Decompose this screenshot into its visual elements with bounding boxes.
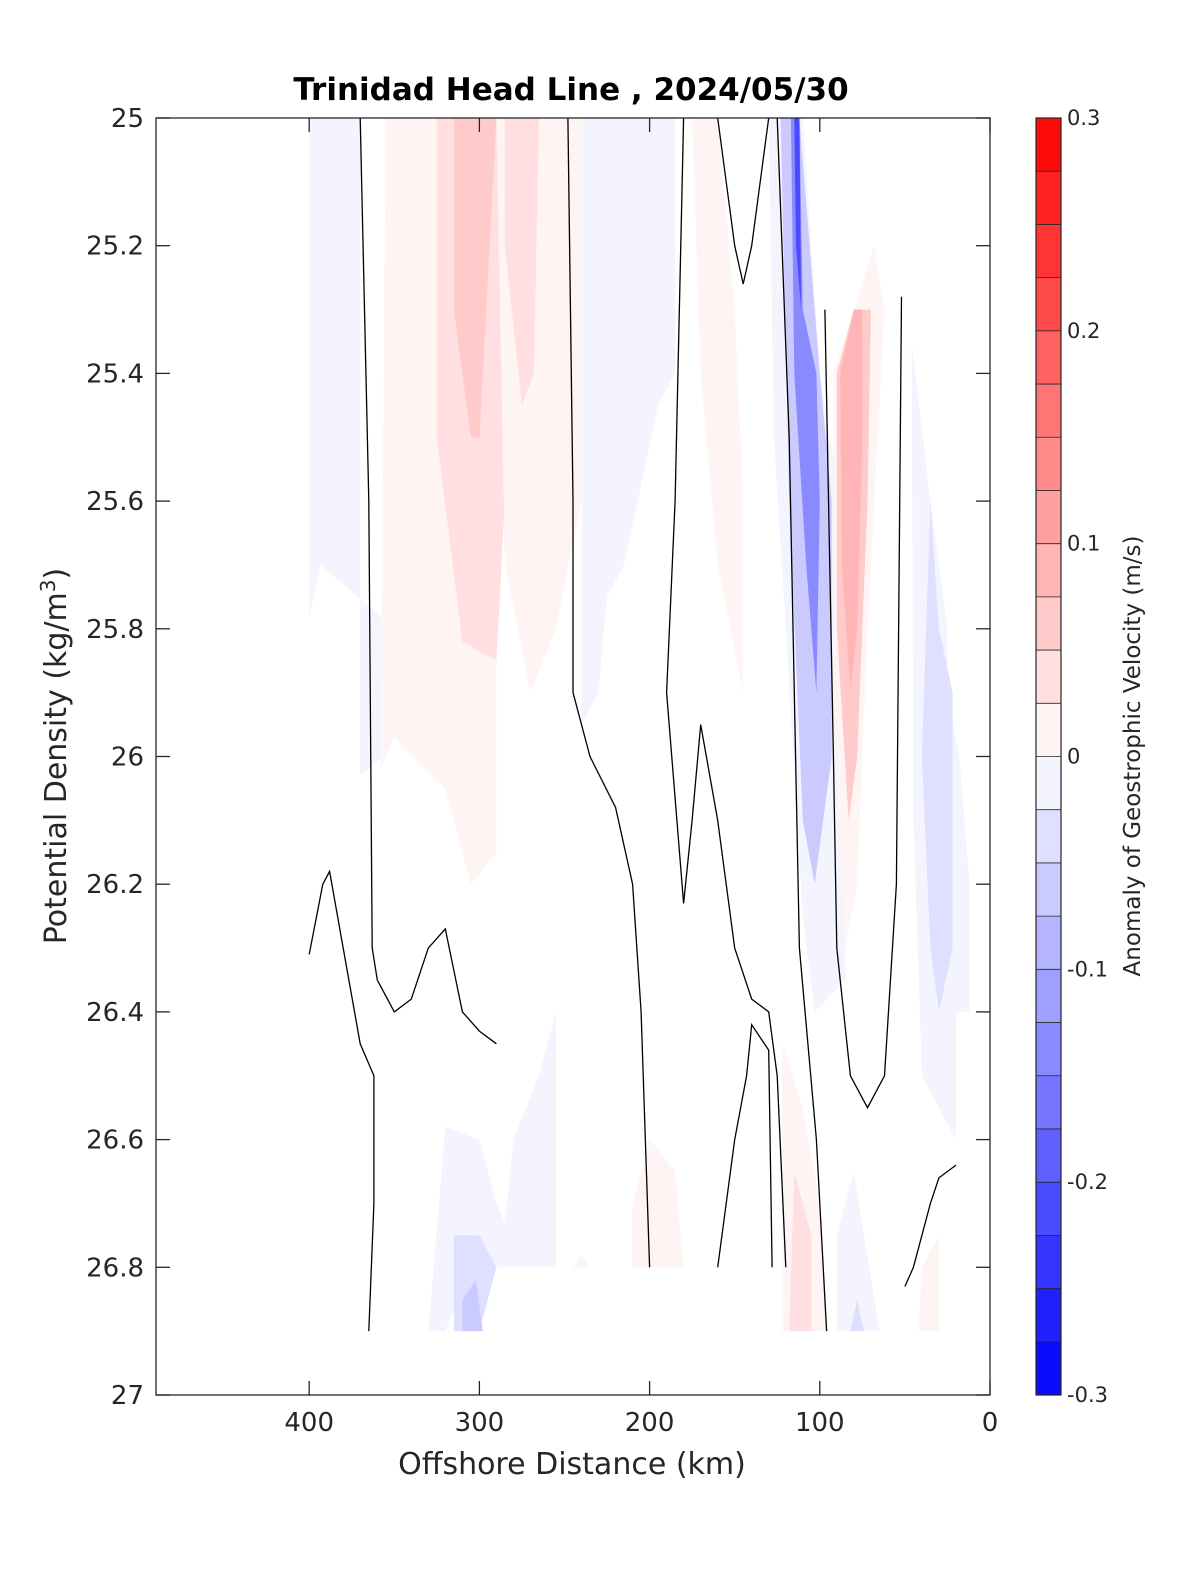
zero-contour-line-4 [717, 117, 770, 285]
colorbar-segment-6 [1036, 437, 1061, 491]
x-tick-label-4: 0 [982, 1408, 999, 1438]
x-tick-label-2: 200 [625, 1408, 675, 1438]
velocity-region-pos-14 [840, 309, 863, 693]
colorbar-segment-20 [1036, 1182, 1061, 1236]
colorbar-tick-label-5: -0.2 [1067, 1170, 1108, 1194]
zero-contour-line-8 [904, 1164, 957, 1287]
velocity-region-neg-11 [794, 118, 802, 310]
velocity-region-pos-21 [573, 1254, 590, 1268]
colorbar-segment-16 [1036, 969, 1061, 1024]
velocity-region-neg-25 [850, 1299, 864, 1332]
chart-title: Trinidad Head Line , 2024/05/30 [293, 72, 848, 108]
colorbar [1035, 117, 1062, 1396]
colorbar-segment-0 [1036, 118, 1061, 172]
velocity-region-pos-26 [918, 1235, 939, 1332]
colorbar-segment-8 [1036, 543, 1061, 598]
zero-contour-line-1 [308, 869, 375, 1332]
x-tick-label-1: 300 [455, 1408, 505, 1438]
x-tick-label-3: 100 [795, 1408, 845, 1438]
colorbar-tick-label-4: -0.1 [1067, 957, 1108, 981]
colorbar-segment-11 [1036, 703, 1061, 757]
zero-contour-line-2 [567, 117, 651, 1268]
velocity-contour-fill [309, 118, 970, 1332]
colorbar-ticks: 0.3 0.2 0.1 0 -0.1 -0.2 -0.3 [1067, 106, 1108, 1407]
y-tick-label-2: 25.4 [86, 359, 144, 389]
y-axis-label: Potential Density (kg/m3) [36, 568, 74, 944]
zero-contour-line-7 [824, 296, 903, 1110]
colorbar-label: Anomaly of Geostrophic Velocity (m/s) [1120, 536, 1146, 977]
y-axis-ticks: 25 25.2 25.4 25.6 25.8 26 26.2 26.4 26.6 26.8 27 [86, 104, 990, 1411]
zero-contour-line-3 [665, 117, 787, 1268]
velocity-region-neg-6 [581, 118, 676, 725]
y-axis-label-main: Potential Density (kg/m [39, 592, 74, 944]
zero-contour-line-0 [359, 117, 497, 1045]
colorbar-segment-23 [1036, 1341, 1061, 1396]
velocity-region-pos-3 [453, 118, 497, 438]
colorbar-tick-label-6: -0.3 [1067, 1383, 1108, 1407]
colorbar-segment-5 [1036, 384, 1061, 438]
velocity-region-pos-20 [632, 1139, 684, 1268]
colorbar-tick-label-1: 0.2 [1067, 319, 1100, 343]
x-tick-label-0: 400 [284, 1408, 334, 1438]
colorbar-segment-18 [1036, 1075, 1061, 1130]
y-tick-label-7: 26.4 [86, 998, 144, 1028]
colorbar-segment-10 [1036, 650, 1061, 704]
y-tick-label-9: 26.8 [86, 1253, 144, 1283]
colorbar-segment-19 [1036, 1128, 1061, 1183]
y-tick-label-5: 26 [111, 743, 144, 773]
colorbar-segment-17 [1036, 1022, 1061, 1077]
zero-contour-lines [308, 117, 957, 1332]
velocity-region-neg-19 [462, 1280, 483, 1332]
velocity-region-neg-0 [309, 118, 395, 776]
y-tick-label-8: 26.6 [86, 1126, 144, 1156]
colorbar-segment-13 [1036, 809, 1061, 864]
colorbar-tick-label-0: 0.3 [1067, 106, 1100, 130]
colorbar-segment-7 [1036, 490, 1061, 545]
colorbar-segment-9 [1036, 596, 1061, 651]
velocity-region-pos-5 [504, 118, 539, 406]
colorbar-segment-22 [1036, 1288, 1061, 1343]
colorbar-segment-12 [1036, 756, 1061, 811]
colorbar-segment-3 [1036, 277, 1061, 332]
colorbar-segment-2 [1036, 224, 1061, 279]
y-axis-label-superscript: 3 [36, 579, 60, 592]
colorbar-segment-15 [1036, 916, 1061, 970]
y-tick-label-1: 25.2 [86, 232, 144, 262]
colorbar-segment-14 [1036, 862, 1061, 917]
y-tick-label-4: 25.8 [86, 615, 144, 645]
y-tick-label-6: 26.2 [86, 870, 144, 900]
y-axis-label-close: ) [39, 568, 74, 580]
colorbar-frame [1035, 117, 1062, 1396]
velocity-region-neg-24 [836, 1171, 880, 1332]
x-axis-ticks: 400 300 200 100 0 [284, 118, 998, 1438]
y-tick-label-10: 27 [111, 1381, 144, 1411]
zero-contour-line-6 [776, 117, 828, 1332]
velocity-region-pos-7 [692, 118, 744, 693]
colorbar-segment-4 [1036, 330, 1061, 385]
velocity-region-neg-16 [921, 501, 953, 1012]
colorbar-tick-label-2: 0.1 [1067, 532, 1100, 556]
y-tick-label-0: 25 [111, 104, 144, 134]
colorbar-segment-1 [1036, 171, 1061, 225]
colorbar-tick-label-3: 0 [1067, 745, 1080, 769]
zero-contour-line-5 [717, 1022, 773, 1268]
velocity-region-pos-23 [789, 1171, 812, 1332]
x-axis-label: Offshore Distance (km) [398, 1447, 746, 1482]
colorbar-segment-21 [1036, 1235, 1061, 1290]
y-tick-label-3: 25.6 [86, 487, 144, 517]
